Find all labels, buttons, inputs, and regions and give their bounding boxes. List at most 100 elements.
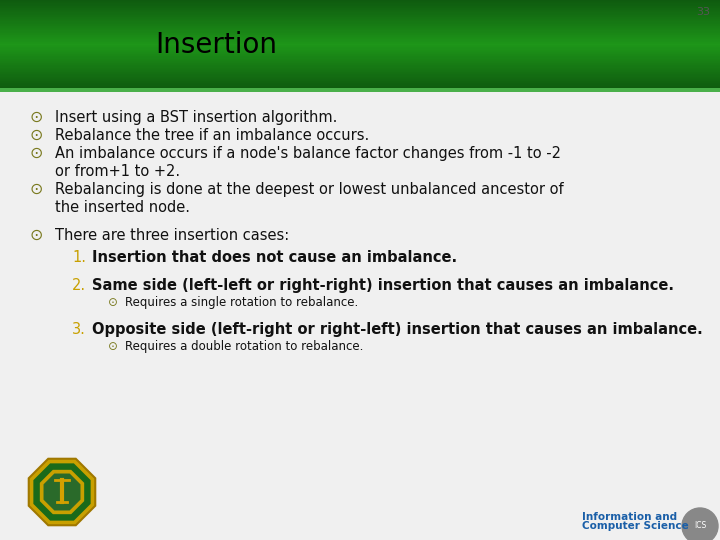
Bar [0,8,720,9]
Bar [0,0,720,1]
Bar [0,5,720,6]
Bar [0,33,720,35]
Bar [0,52,720,54]
Bar [0,77,720,79]
Text: ⊙: ⊙ [30,228,43,243]
Bar [0,35,720,36]
Bar [0,30,720,31]
Text: 1.: 1. [72,250,86,265]
Bar [0,89,720,90]
Bar [0,21,720,23]
Bar [0,67,720,69]
Text: or from+1 to +2.: or from+1 to +2. [55,164,180,179]
Bar [0,62,720,63]
Bar [0,38,720,39]
Bar [0,60,720,62]
Text: Requires a double rotation to rebalance.: Requires a double rotation to rebalance. [125,340,364,353]
Bar [0,20,720,22]
Bar [0,84,720,85]
Text: Computer Science: Computer Science [582,521,689,531]
Bar [0,28,720,29]
Bar [0,42,720,44]
Text: 3.: 3. [72,322,86,337]
Bar [0,71,720,73]
Bar [0,1,720,2]
Bar [0,72,720,74]
Bar [0,26,720,28]
Bar [0,39,720,40]
Polygon shape [29,459,95,525]
Text: Requires a single rotation to rebalance.: Requires a single rotation to rebalance. [125,296,359,309]
Bar [0,32,720,33]
Text: ⊙: ⊙ [30,182,43,197]
Bar [0,57,720,58]
Bar [0,2,720,3]
Circle shape [682,508,718,540]
Bar [0,11,720,12]
Bar [0,74,720,76]
Text: 2.: 2. [72,278,86,293]
Text: Same side (left-left or right-right) insertion that causes an imbalance.: Same side (left-left or right-right) ins… [92,278,674,293]
Bar [0,6,720,8]
Bar [0,53,720,55]
Bar [0,47,720,49]
Bar [0,78,720,80]
Bar [0,25,720,27]
Bar [0,13,720,15]
Bar [0,15,720,17]
Bar [0,24,720,26]
Bar [0,76,720,78]
Bar [0,43,720,45]
Bar [0,80,720,82]
Text: Rebalance the tree if an imbalance occurs.: Rebalance the tree if an imbalance occur… [55,128,369,143]
Bar [0,49,720,51]
Bar [0,58,720,59]
Bar [0,29,720,30]
Bar [0,75,720,77]
Bar [0,87,720,89]
Text: An imbalance occurs if a node's balance factor changes from -1 to -2: An imbalance occurs if a node's balance … [55,146,561,161]
Bar [0,65,720,66]
Bar [0,63,720,64]
Bar [0,66,720,68]
Bar [0,14,720,16]
Bar [0,44,720,46]
Bar [0,45,720,47]
Bar [0,16,720,18]
Bar [0,50,720,52]
Bar [0,18,720,20]
Text: Opposite side (left-right or right-left) insertion that causes an imbalance.: Opposite side (left-right or right-left)… [92,322,703,337]
Bar [0,37,720,38]
Text: Information and: Information and [582,512,677,522]
Text: ⊙: ⊙ [108,296,118,309]
Bar [0,9,720,10]
Bar [0,31,720,32]
Text: ⊙: ⊙ [108,340,118,353]
Bar [0,59,720,60]
Polygon shape [33,463,91,521]
Bar [0,3,720,4]
Text: ⊙: ⊙ [30,110,43,125]
Bar [0,79,720,81]
Bar [0,86,720,87]
Bar [0,41,720,43]
Bar [0,48,720,50]
Bar [0,88,720,92]
Bar [0,22,720,24]
Text: ⊙: ⊙ [30,128,43,143]
Bar [0,83,720,84]
Bar [0,23,720,25]
Bar [0,85,720,86]
Bar [0,10,720,11]
Bar [0,70,720,72]
Text: Insertion: Insertion [155,31,277,59]
Text: ⊙: ⊙ [30,146,43,161]
Bar [0,12,720,14]
Bar [0,64,720,65]
Bar [0,36,720,37]
Bar [0,68,720,70]
Bar [0,40,720,42]
Text: Insertion that does not cause an imbalance.: Insertion that does not cause an imbalan… [92,250,457,265]
Text: Rebalancing is done at the deepest or lowest unbalanced ancestor of: Rebalancing is done at the deepest or lo… [55,182,564,197]
Text: Insert using a BST insertion algorithm.: Insert using a BST insertion algorithm. [55,110,338,125]
